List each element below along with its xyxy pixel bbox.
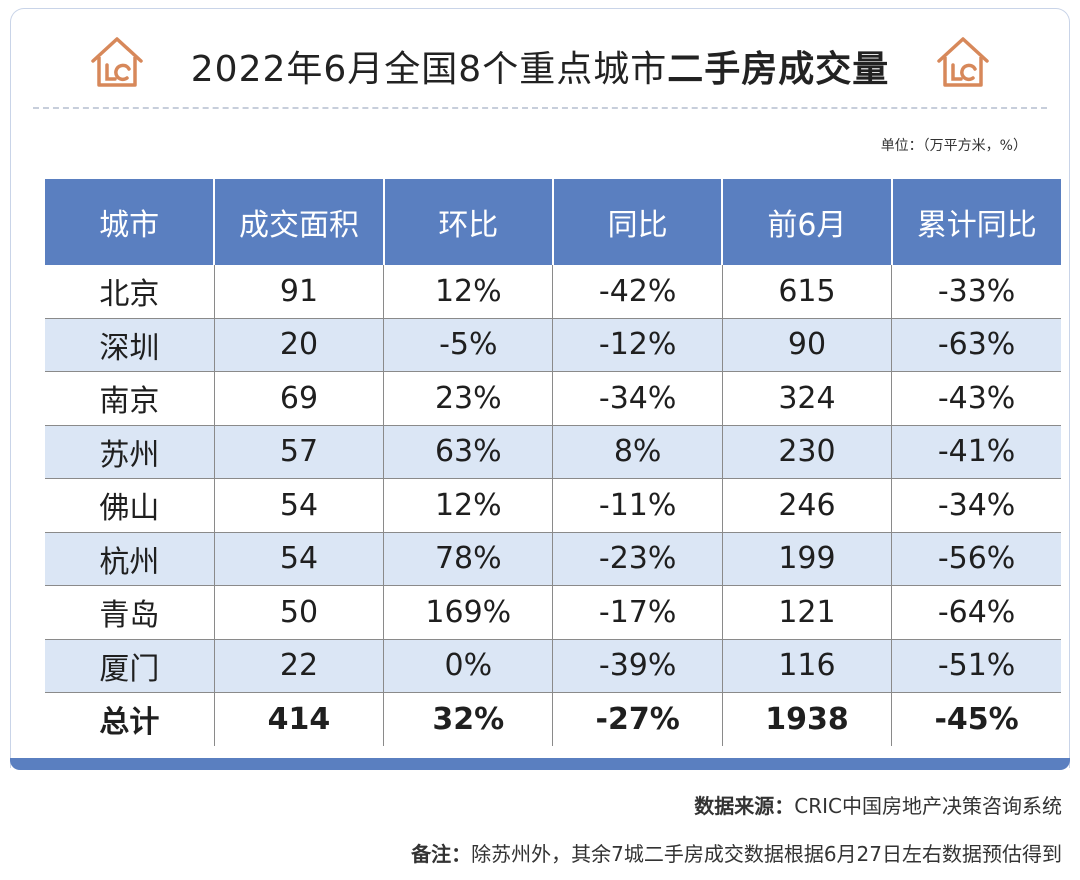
card-bottom-bar (10, 758, 1070, 770)
house-logo-icon (91, 37, 143, 87)
table-row: 苏州 57 63% 8% 230 -41% (45, 425, 1061, 479)
cell-h1: 199 (721, 532, 892, 586)
report-card: 2022年6月全国8个重点城市 二手房成交量 单位：（万平方米，%） 城市 成交面… (10, 8, 1070, 768)
cell-area: 22 (213, 639, 384, 693)
table-row: 南京 69 23% -34% 324 -43% (45, 371, 1061, 426)
title-row: 2022年6月全国8个重点城市 二手房成交量 (11, 31, 1069, 101)
cell-cum-yoy: -64% (891, 585, 1061, 640)
note-value: 除苏州外，其余7城二手房成交数据根据6月27日左右数据预估得到 (471, 842, 1062, 866)
header-mom: 环比 (382, 179, 553, 265)
cell-city: 厦门 (45, 639, 215, 693)
cell-mom: 12% (383, 265, 553, 319)
cell-area: 57 (213, 425, 384, 479)
cell-area: 20 (213, 318, 384, 372)
table-row: 北京 91 12% -42% 615 -33% (45, 265, 1061, 319)
title-normal: 2022年6月全国8个重点城市 (190, 49, 668, 90)
cell-city: 南京 (45, 371, 215, 426)
data-source: 数据来源：CRIC中国房地产决策咨询系统 (694, 790, 1062, 819)
cell-h1: 230 (721, 425, 892, 479)
source-value: CRIC中国房地产决策咨询系统 (794, 794, 1062, 818)
table-row: 佛山 54 12% -11% 246 -34% (45, 478, 1061, 533)
cell-yoy: 8% (552, 425, 723, 479)
cell-cum-yoy: -43% (891, 371, 1061, 426)
table-row: 深圳 20 -5% -12% 90 -63% (45, 318, 1061, 372)
cell-area: 54 (213, 478, 384, 533)
header-city: 城市 (45, 179, 215, 265)
cell-area: 54 (213, 532, 384, 586)
house-logo-icon (937, 37, 989, 87)
cell-area: 50 (213, 585, 384, 640)
cell-area: 91 (213, 265, 384, 319)
cell-h1: 324 (721, 371, 892, 426)
cell-h1: 90 (721, 318, 892, 372)
cell-h1: 121 (721, 585, 892, 640)
cell-cum-yoy: -41% (891, 425, 1061, 479)
cell-city: 青岛 (45, 585, 215, 640)
cell-h1: 246 (721, 478, 892, 533)
header-h1: 前6月 (721, 179, 892, 265)
table-row: 厦门 22 0% -39% 116 -51% (45, 639, 1061, 693)
table-row: 杭州 54 78% -23% 199 -56% (45, 532, 1061, 586)
cell-mom: 169% (383, 585, 553, 640)
cell-cum-yoy: -63% (891, 318, 1061, 372)
total-mom: 32% (383, 692, 553, 746)
note-label: 备注： (411, 842, 472, 866)
cell-city: 苏州 (45, 425, 215, 479)
total-label: 总计 (99, 705, 160, 741)
header-cum-yoy: 累计同比 (890, 179, 1061, 265)
unit-label: 单位：（万平方米，%） (880, 138, 1027, 154)
cell-area: 69 (213, 371, 384, 426)
data-table: 城市 成交面积 环比 同比 前6月 累计同比 北京 91 12% -42% 61… (45, 179, 1061, 746)
table-header-row: 城市 成交面积 环比 同比 前6月 累计同比 (45, 179, 1061, 265)
cell-mom: 23% (383, 371, 553, 426)
cell-cum-yoy: -51% (891, 639, 1061, 693)
cell-h1: 116 (721, 639, 892, 693)
cell-cum-yoy: -33% (891, 265, 1061, 319)
cell-city: 杭州 (45, 532, 215, 586)
source-label: 数据来源： (694, 794, 795, 818)
total-cum-yoy: -45% (891, 692, 1061, 746)
page-title: 2022年6月全国8个重点城市 二手房成交量 (191, 40, 889, 92)
cell-mom: 78% (383, 532, 553, 586)
header-yoy: 同比 (551, 179, 723, 265)
cell-cum-yoy: -34% (891, 478, 1061, 533)
cell-yoy: -17% (552, 585, 723, 640)
cell-mom: -5% (383, 318, 553, 372)
dashed-divider (33, 107, 1047, 109)
cell-yoy: -23% (552, 532, 723, 586)
cell-yoy: -42% (552, 265, 723, 319)
total-yoy: -27% (552, 692, 723, 746)
cell-mom: 0% (383, 639, 553, 693)
cell-mom: 12% (383, 478, 553, 533)
title-bold: 二手房成交量 (667, 49, 890, 90)
cell-city: 北京 (45, 265, 215, 319)
cell-city: 深圳 (45, 318, 215, 372)
cell-yoy: -11% (552, 478, 723, 533)
table-row: 青岛 50 169% -17% 121 -64% (45, 585, 1061, 640)
table-total-row: 总计 414 32% -27% 1938 -45% (45, 692, 1061, 746)
cell-yoy: -12% (552, 318, 723, 372)
total-area: 414 (213, 692, 384, 746)
cell-cum-yoy: -56% (891, 532, 1061, 586)
footnote: 备注：除苏州外，其余7城二手房成交数据根据6月27日左右数据预估得到 (411, 838, 1062, 867)
cell-mom: 63% (383, 425, 553, 479)
cell-h1: 615 (721, 265, 892, 319)
cell-yoy: -39% (552, 639, 723, 693)
total-h1: 1938 (721, 692, 892, 746)
cell-yoy: -34% (552, 371, 723, 426)
cell-city: 佛山 (45, 478, 215, 533)
header-area: 成交面积 (213, 179, 384, 265)
